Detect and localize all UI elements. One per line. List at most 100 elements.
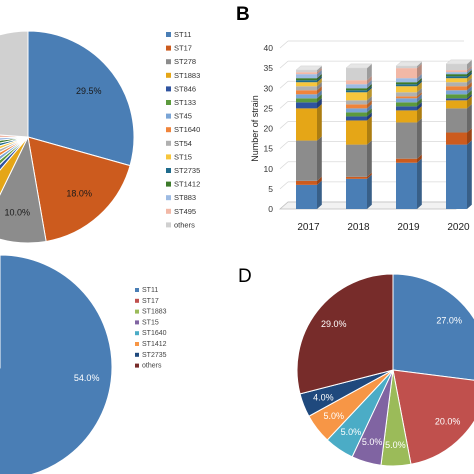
gridline xyxy=(279,60,289,69)
bar-segment-side xyxy=(417,94,422,103)
gridline xyxy=(279,161,289,170)
bar-segment-side xyxy=(417,88,422,97)
legend-label: ST17 xyxy=(174,44,192,53)
pie-slice-label: 4.0% xyxy=(313,393,334,403)
pie-slice xyxy=(0,136,29,161)
legend-swatch xyxy=(135,309,139,314)
bar-segment-side xyxy=(317,176,322,185)
panel-c-pie-chart: 54.0% xyxy=(0,254,113,474)
panel-c-legend: ST11 ST17 ST1883 ST15 ST1640 ST1412 ST2735 othe… xyxy=(135,287,167,370)
bar-segment-side xyxy=(317,104,322,141)
pie-slice-label: 20.0% xyxy=(435,416,461,426)
bar-segment-side xyxy=(367,140,372,177)
legend-label: ST278 xyxy=(174,57,196,66)
bar-segment-side xyxy=(367,100,372,109)
bar-segment xyxy=(296,98,317,103)
bar-segment xyxy=(446,72,467,75)
bar-segment xyxy=(396,86,417,93)
bar-segment xyxy=(346,116,367,121)
bar-segment xyxy=(396,162,417,209)
legend-swatch xyxy=(135,320,139,325)
bar-segment-side xyxy=(417,73,422,83)
bar-segment xyxy=(396,78,417,83)
bar-segment-side xyxy=(317,69,322,79)
legend-swatch xyxy=(135,342,139,346)
legend-swatch xyxy=(166,113,171,119)
pie-slice-label: 5.0% xyxy=(362,437,383,447)
bar-segment xyxy=(446,82,467,87)
bar-segment xyxy=(446,86,467,91)
legend-swatch xyxy=(166,45,171,51)
bar-segment xyxy=(446,108,467,133)
legend-label: others xyxy=(142,363,162,370)
legend-swatch xyxy=(166,154,171,160)
legend-swatch xyxy=(166,181,171,187)
y-axis-label: Number of strain xyxy=(250,95,260,162)
bar-segment xyxy=(296,86,317,91)
bar-segment-side xyxy=(467,86,472,95)
bar-segment-side xyxy=(467,73,472,83)
legend-swatch xyxy=(166,195,171,201)
bar-segment xyxy=(446,100,467,109)
bar-segment xyxy=(396,92,417,97)
pie-slice xyxy=(0,136,29,157)
bar-segment xyxy=(446,78,467,83)
bar-segment xyxy=(346,144,367,177)
legend-swatch xyxy=(135,288,139,292)
bar-segment xyxy=(396,98,417,103)
bar-segment xyxy=(446,98,467,101)
bar-segment xyxy=(296,72,317,75)
bar-segment xyxy=(346,90,367,93)
bar-top xyxy=(445,59,473,65)
pie-slice-label: 5.0% xyxy=(341,427,362,437)
bar-segment xyxy=(346,176,367,179)
bar-segment xyxy=(296,94,317,99)
legend-swatch xyxy=(135,363,139,368)
bar-segment-side xyxy=(417,82,422,93)
legend-label: ST1883 xyxy=(142,309,167,316)
pie-slice xyxy=(0,136,29,147)
bar-segment xyxy=(446,64,467,71)
bar-segment xyxy=(346,68,367,81)
bar-segment xyxy=(396,96,417,99)
bar-segment xyxy=(396,106,417,111)
bar-segment-side xyxy=(367,96,372,105)
bar-segment xyxy=(396,110,417,123)
bar-segment-side xyxy=(367,76,372,85)
bar-segment xyxy=(296,102,317,109)
bar-segment xyxy=(396,66,417,69)
bar-segment xyxy=(446,74,467,77)
bar-segment-side xyxy=(467,59,472,71)
bar-top xyxy=(345,63,373,69)
legend-label: ST1640 xyxy=(174,125,200,134)
bar-segment xyxy=(296,184,317,209)
bar-segment-side xyxy=(317,67,322,75)
pie-slice-label: 18.0% xyxy=(66,189,92,199)
bar-segment-side xyxy=(317,76,322,83)
legend-label: ST495 xyxy=(174,207,196,216)
y-tick-label: 20 xyxy=(264,124,274,134)
legend-swatch xyxy=(166,168,171,173)
panel-b-stacked-bar-chart: 0 5 10 15 20 25 30 35 40 Number of strain 2017 2018… xyxy=(250,40,473,233)
bar-segment-side xyxy=(417,158,422,209)
y-tick-label: 5 xyxy=(268,184,273,194)
x-tick-label: 2018 xyxy=(347,222,370,233)
bar-segment-side xyxy=(467,128,472,145)
gridline xyxy=(279,101,289,109)
pie-slice xyxy=(0,136,29,150)
y-tick-label: 40 xyxy=(264,43,274,53)
legend-label: ST133 xyxy=(174,98,196,107)
bar-segment xyxy=(446,132,467,145)
gridline xyxy=(279,181,289,190)
bar-segment xyxy=(346,178,367,209)
bar-segment xyxy=(346,112,367,117)
bar-segment-side xyxy=(317,90,322,99)
bar-segment-side xyxy=(367,104,372,113)
y-tick-label: 15 xyxy=(264,144,274,154)
bar-segment-side xyxy=(317,94,322,103)
bar-segment xyxy=(346,92,367,101)
legend-label: ST15 xyxy=(174,152,192,161)
gridline xyxy=(279,121,289,129)
bar-segment-side xyxy=(417,118,422,159)
